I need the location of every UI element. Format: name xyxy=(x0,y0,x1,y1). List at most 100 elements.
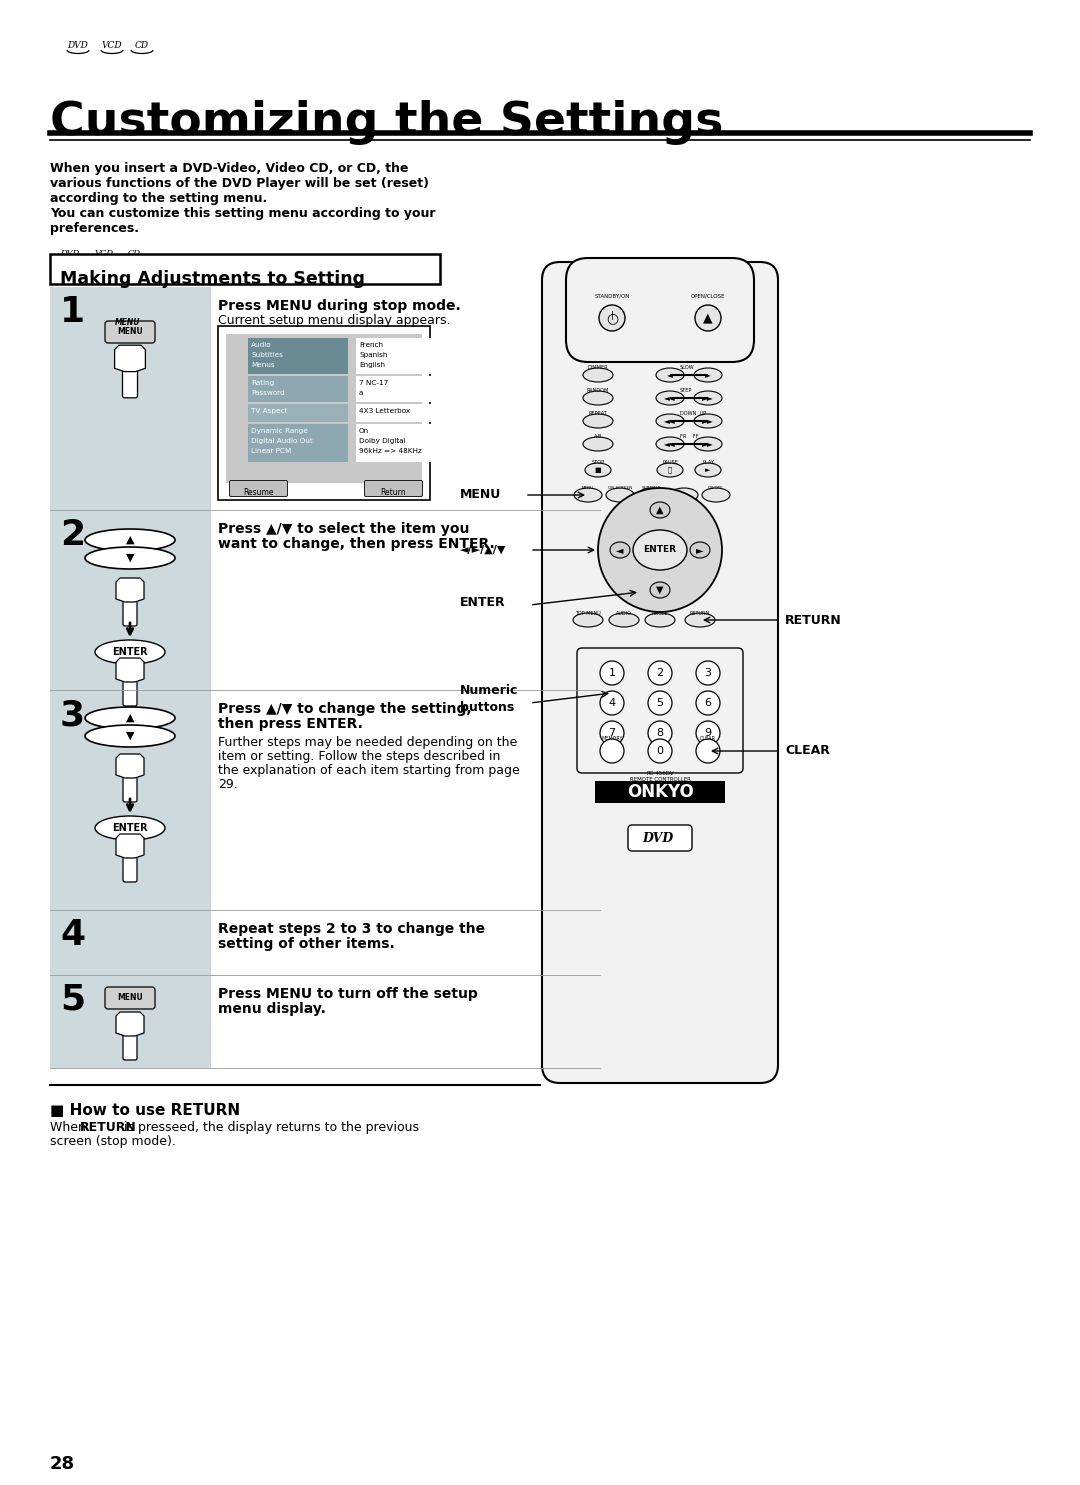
Text: ►: ► xyxy=(705,466,711,474)
Text: 2: 2 xyxy=(657,668,663,679)
Text: ◄: ◄ xyxy=(617,545,624,555)
Circle shape xyxy=(600,691,624,714)
Text: 4X3 Letterbox: 4X3 Letterbox xyxy=(359,408,410,414)
Text: Resume: Resume xyxy=(243,489,273,497)
Ellipse shape xyxy=(685,613,715,627)
Text: VCD: VCD xyxy=(102,42,122,50)
Ellipse shape xyxy=(645,613,675,627)
Text: STANDBY/ON: STANDBY/ON xyxy=(594,294,630,298)
Text: ENTER: ENTER xyxy=(644,545,676,554)
Text: |: | xyxy=(610,312,613,321)
Text: On: On xyxy=(359,428,369,434)
Text: Press ▲/▼ to select the item you: Press ▲/▼ to select the item you xyxy=(218,523,470,536)
Text: You can customize this setting menu according to your: You can customize this setting menu acco… xyxy=(50,206,435,220)
Text: preferences.: preferences. xyxy=(50,221,139,235)
Text: 3: 3 xyxy=(60,698,85,732)
Circle shape xyxy=(648,740,672,763)
Polygon shape xyxy=(116,754,144,778)
Text: ▲: ▲ xyxy=(657,505,664,515)
Text: ►►: ►► xyxy=(702,416,714,426)
FancyBboxPatch shape xyxy=(50,287,210,509)
Text: When: When xyxy=(50,1121,90,1135)
Circle shape xyxy=(600,661,624,685)
Text: 2: 2 xyxy=(60,518,85,552)
FancyBboxPatch shape xyxy=(365,481,422,496)
Text: ⏸: ⏸ xyxy=(667,466,672,474)
Text: Press ▲/▼ to change the setting,: Press ▲/▼ to change the setting, xyxy=(218,702,472,716)
Text: ENTER: ENTER xyxy=(112,647,148,656)
FancyBboxPatch shape xyxy=(50,976,210,1068)
Ellipse shape xyxy=(702,489,730,502)
Polygon shape xyxy=(116,1011,144,1037)
FancyBboxPatch shape xyxy=(123,600,137,627)
Circle shape xyxy=(648,691,672,714)
Text: 96kHz => 48KHz: 96kHz => 48KHz xyxy=(359,448,422,454)
Text: CLEAR: CLEAR xyxy=(700,737,716,741)
Text: Dolby Digital: Dolby Digital xyxy=(359,438,406,444)
FancyBboxPatch shape xyxy=(248,404,348,422)
Text: ENTER: ENTER xyxy=(460,595,505,609)
Text: 1: 1 xyxy=(608,668,616,679)
Text: various functions of the DVD Player will be set (reset): various functions of the DVD Player will… xyxy=(50,177,429,190)
Text: 28: 28 xyxy=(50,1455,76,1473)
Text: setting of other items.: setting of other items. xyxy=(218,937,395,950)
Text: Digital Audio Out: Digital Audio Out xyxy=(251,438,313,444)
Ellipse shape xyxy=(609,613,639,627)
Text: ►: ► xyxy=(705,370,711,380)
Text: RC-456DV: RC-456DV xyxy=(646,771,674,777)
Text: 9: 9 xyxy=(704,728,712,738)
Text: ONKYO: ONKYO xyxy=(626,783,693,800)
Ellipse shape xyxy=(656,368,684,382)
Text: ○: ○ xyxy=(606,310,618,325)
Text: 3: 3 xyxy=(704,668,712,679)
Text: Return: Return xyxy=(380,489,406,497)
Text: MENU: MENU xyxy=(117,328,143,337)
Text: ▼: ▼ xyxy=(657,585,664,595)
Text: STEP: STEP xyxy=(680,388,692,394)
Polygon shape xyxy=(116,835,144,858)
Text: DVD: DVD xyxy=(60,249,80,257)
Text: Repeat steps 2 to 3 to change the: Repeat steps 2 to 3 to change the xyxy=(218,922,485,936)
Ellipse shape xyxy=(585,463,611,477)
Text: screen (stop mode).: screen (stop mode). xyxy=(50,1135,176,1148)
Text: 7 NC-17: 7 NC-17 xyxy=(359,380,388,386)
Ellipse shape xyxy=(694,437,723,451)
Text: MENU: MENU xyxy=(117,993,143,1002)
Text: MENU: MENU xyxy=(460,489,501,502)
Polygon shape xyxy=(114,345,146,371)
Text: VCD: VCD xyxy=(94,249,113,257)
Text: want to change, then press ENTER.: want to change, then press ENTER. xyxy=(218,538,495,551)
Text: DVD: DVD xyxy=(643,832,674,845)
FancyBboxPatch shape xyxy=(123,855,137,882)
FancyBboxPatch shape xyxy=(123,680,137,705)
FancyBboxPatch shape xyxy=(577,647,743,774)
Text: French: French xyxy=(359,342,383,347)
Text: RANDOM: RANDOM xyxy=(586,388,609,394)
Text: 0: 0 xyxy=(657,745,663,756)
Text: TOP MENU: TOP MENU xyxy=(576,610,600,616)
Text: Rating: Rating xyxy=(251,380,274,386)
Text: Audio: Audio xyxy=(251,342,272,347)
Ellipse shape xyxy=(633,530,687,570)
Ellipse shape xyxy=(85,529,175,551)
Text: item or setting. Follow the steps described in: item or setting. Follow the steps descri… xyxy=(218,750,500,763)
Ellipse shape xyxy=(656,437,684,451)
Circle shape xyxy=(696,722,720,745)
Text: REMOTE CONTROLLER: REMOTE CONTROLLER xyxy=(630,777,690,783)
Ellipse shape xyxy=(694,368,723,382)
Text: according to the setting menu.: according to the setting menu. xyxy=(50,192,267,205)
Text: ▲: ▲ xyxy=(703,312,713,325)
Text: Subtitles: Subtitles xyxy=(251,352,283,358)
Circle shape xyxy=(600,740,624,763)
FancyBboxPatch shape xyxy=(105,988,156,1008)
Ellipse shape xyxy=(583,437,613,451)
FancyBboxPatch shape xyxy=(595,781,725,803)
Text: TV Aspect: TV Aspect xyxy=(251,408,287,414)
FancyBboxPatch shape xyxy=(226,334,422,483)
Text: SLOW: SLOW xyxy=(680,365,694,370)
Circle shape xyxy=(599,304,625,331)
FancyBboxPatch shape xyxy=(248,425,348,462)
FancyBboxPatch shape xyxy=(122,370,137,398)
Ellipse shape xyxy=(573,613,603,627)
Text: English: English xyxy=(359,362,384,368)
